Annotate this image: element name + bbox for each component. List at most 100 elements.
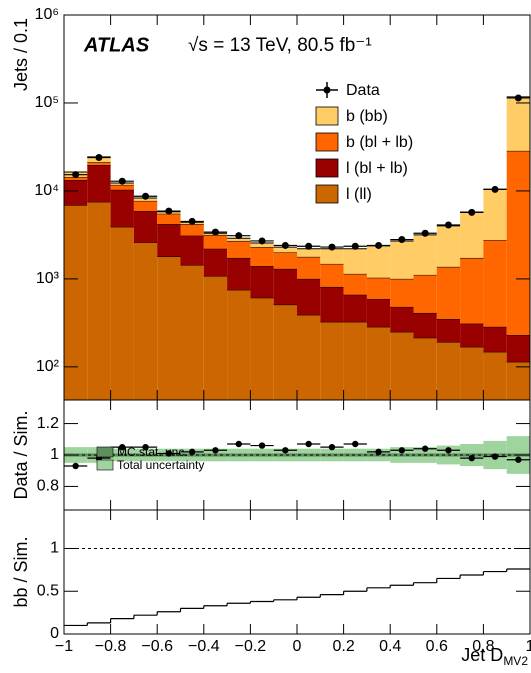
data-point <box>165 207 173 215</box>
ratio-point <box>258 442 266 449</box>
legend-label: Data <box>346 82 380 99</box>
y-tick-label: 10⁶ <box>35 6 59 23</box>
stack-bar <box>390 240 414 279</box>
stack-bar <box>110 184 134 190</box>
ratio-point <box>305 440 312 448</box>
stack-bar <box>436 225 461 267</box>
x-tick-label: 1 <box>526 638 531 655</box>
stack-bar <box>203 234 228 249</box>
stack-bar <box>203 248 228 276</box>
ratio-point <box>468 454 475 462</box>
stack-bar <box>413 234 437 275</box>
stack-bar <box>297 256 321 279</box>
data-point <box>491 185 499 193</box>
stack-bar <box>460 257 484 324</box>
stack-bar <box>390 331 414 400</box>
x-tick-label: −1 <box>55 638 73 655</box>
data-point <box>514 94 522 102</box>
stack-bar <box>273 304 297 400</box>
data-point <box>142 192 150 200</box>
y-tick-label: 10² <box>36 358 60 375</box>
stack-bar <box>250 247 274 267</box>
y-tick-label: 10³ <box>36 270 60 287</box>
legend-swatch <box>315 106 339 126</box>
stack-bar <box>250 297 274 400</box>
x-tick-label: 0.4 <box>379 638 401 655</box>
ratio-point <box>282 447 289 454</box>
ratio-point <box>421 445 429 452</box>
data-point <box>281 241 289 249</box>
stack-bar <box>180 264 204 400</box>
x-tick-label: 0.8 <box>472 638 494 655</box>
ratio-point <box>119 443 126 451</box>
stack-bar <box>250 266 274 298</box>
y-tick-label: 1 <box>50 446 59 463</box>
y-tick-label: 0.5 <box>37 582 59 599</box>
x-axis-label-sub: MV2 <box>503 654 528 668</box>
stack-bar <box>87 162 111 166</box>
stack-bar <box>366 299 391 327</box>
stack-bar <box>436 319 461 342</box>
y-tick-label: 10⁵ <box>35 94 59 111</box>
stack-bar <box>157 224 181 257</box>
uncertainty-band <box>110 453 134 457</box>
stack-bar <box>180 235 204 265</box>
stack-bar <box>483 351 507 400</box>
stack-bar <box>297 278 321 315</box>
data-point <box>398 236 406 244</box>
stack-bar <box>133 211 158 243</box>
uncertainty-band <box>133 453 158 457</box>
legend-label: MC stat. unc. <box>117 445 188 459</box>
stack-bar <box>227 289 251 400</box>
stack-bar <box>64 176 88 181</box>
legend-marker <box>323 86 331 94</box>
data-point <box>188 217 196 225</box>
stack-bar <box>413 274 437 313</box>
stack-bar <box>227 257 251 290</box>
stack-bar <box>343 273 367 295</box>
stack-bar <box>460 323 484 347</box>
stack-bar <box>87 201 111 400</box>
stack-bar <box>483 240 507 327</box>
data-point <box>258 237 266 245</box>
legend-swatch <box>315 158 339 178</box>
stack-bar <box>273 252 297 269</box>
legend-swatch <box>96 459 114 471</box>
x-tick-label: 0.2 <box>332 638 354 655</box>
y-axis-label: Jets / 0.1 <box>11 18 31 91</box>
legend-label: Total uncertainty <box>117 458 204 472</box>
x-tick-label: −0.8 <box>95 638 127 655</box>
stack-bar <box>110 226 134 400</box>
stack-bar <box>250 242 274 248</box>
stack-bar <box>273 268 297 305</box>
legend-label: b (bl + lb) <box>346 134 413 151</box>
ratio-point <box>188 448 196 456</box>
ratio-point <box>352 440 359 448</box>
uncertainty-band <box>343 453 367 457</box>
stack-bar <box>297 314 321 400</box>
ratio-point <box>445 447 452 454</box>
x-tick-label: −0.2 <box>235 638 267 655</box>
stack-bar <box>320 286 344 322</box>
ratio-point <box>212 447 219 454</box>
stack-bar <box>227 240 251 258</box>
stack-bar <box>133 200 158 212</box>
stack-bar <box>483 326 507 352</box>
data-point <box>328 243 336 251</box>
stack-bar <box>157 256 181 400</box>
x-tick-label: −0.4 <box>188 638 220 655</box>
stack-bar <box>343 248 367 274</box>
ratio-point <box>165 450 173 457</box>
ratio-point <box>398 447 406 454</box>
data-point <box>468 208 476 216</box>
legend-label: l (ll) <box>346 186 372 203</box>
y-axis-label: bb / Sim. <box>11 536 31 607</box>
stack-bar <box>64 180 88 206</box>
x-tick-label: −0.6 <box>141 638 173 655</box>
y-tick-label: 1.2 <box>37 415 59 432</box>
data-point <box>351 242 359 250</box>
data-point <box>211 228 219 236</box>
legend-swatch <box>315 132 339 152</box>
stack-bar <box>506 335 530 362</box>
data-point <box>421 229 429 237</box>
